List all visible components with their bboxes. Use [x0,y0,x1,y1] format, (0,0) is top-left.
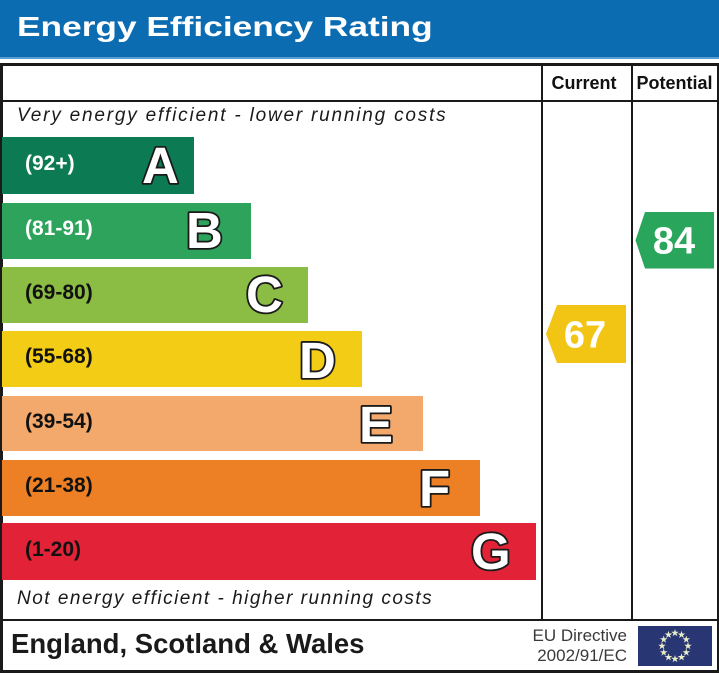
svg-text:C: C [246,266,283,323]
svg-text:A: A [142,137,179,194]
svg-text:G: G [471,523,511,580]
svg-text:B: B [186,202,223,259]
svg-text:E: E [359,396,393,453]
svg-text:84: 84 [653,221,695,263]
svg-text:D: D [299,332,336,389]
svg-text:67: 67 [564,315,606,357]
svg-text:F: F [419,460,450,517]
